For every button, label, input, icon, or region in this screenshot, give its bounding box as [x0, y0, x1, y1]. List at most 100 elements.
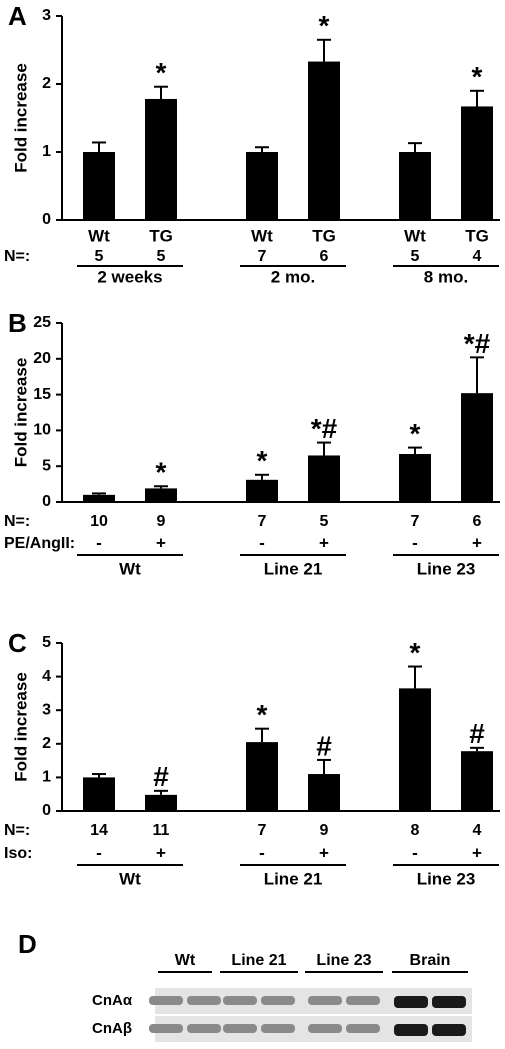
blot-band [187, 996, 221, 1005]
bar [246, 742, 278, 811]
lane-label: Line 23 [316, 952, 371, 969]
n-value: 9 [320, 822, 329, 839]
bar [399, 152, 431, 220]
significance-mark: * [319, 10, 330, 41]
x-tick-label: - [96, 843, 102, 862]
lane-label: Brain [410, 952, 451, 969]
group-label: 8 mo. [424, 267, 468, 286]
n-value: 7 [258, 513, 267, 530]
bar [308, 774, 340, 811]
significance-mark: * [156, 457, 167, 488]
group-label: Line 21 [264, 559, 323, 578]
n-value: 8 [411, 822, 420, 839]
n-value: 14 [90, 822, 108, 839]
n-value: 6 [473, 513, 482, 530]
significance-mark: * [410, 418, 421, 449]
blot-band [223, 1024, 257, 1033]
lane-label: Wt [175, 952, 196, 969]
x-tick-label: TG [149, 226, 173, 245]
blot-band [394, 996, 428, 1008]
group-label: 2 mo. [271, 267, 315, 286]
significance-mark: * [410, 637, 421, 668]
x-tick-label: Wt [88, 226, 110, 245]
y-axis-label: Fold increase [11, 672, 30, 782]
bar [246, 152, 278, 220]
significance-mark: *# [311, 413, 338, 444]
bar [461, 751, 493, 811]
bar [308, 455, 340, 502]
x-tick-label: - [412, 843, 418, 862]
blot-band [346, 996, 380, 1005]
x-tick-label: + [472, 843, 482, 862]
y-tick-label: 0 [42, 211, 51, 228]
x-tick-label: + [472, 533, 482, 552]
significance-mark: * [257, 699, 268, 730]
group-label: Wt [119, 559, 141, 578]
blot-band [187, 1024, 221, 1033]
x-tick-label: - [412, 533, 418, 552]
n-value: 9 [157, 513, 166, 530]
panel-letter: D [18, 929, 37, 959]
y-tick-label: 10 [33, 422, 51, 439]
blot-band [432, 996, 466, 1008]
x-tick-label: TG [465, 226, 489, 245]
blot-band [261, 996, 295, 1005]
bar [83, 152, 115, 220]
blot-band [346, 1024, 380, 1033]
group-label: Line 21 [264, 869, 323, 888]
n-label: N=: [4, 513, 30, 530]
group-label: Line 23 [417, 559, 476, 578]
n-label: N=: [4, 822, 30, 839]
bar [246, 479, 278, 502]
n-label: N=: [4, 248, 30, 265]
y-tick-label: 5 [42, 634, 51, 651]
n-value: 7 [411, 513, 420, 530]
x-tick-label: Wt [404, 226, 426, 245]
blot-band [261, 1024, 295, 1033]
y-tick-label: 1 [42, 769, 51, 786]
bar [461, 106, 493, 220]
significance-mark: * [257, 445, 268, 476]
significance-mark: # [316, 730, 332, 761]
panel-letter: C [8, 628, 27, 658]
bar [399, 688, 431, 811]
y-tick-label: 2 [42, 735, 51, 752]
blot-band [223, 996, 257, 1005]
bar [83, 494, 115, 502]
row-label: PE/AngII: [4, 535, 75, 552]
bar [83, 777, 115, 811]
bar [308, 61, 340, 221]
blot-band [308, 996, 342, 1005]
group-label: Line 23 [417, 869, 476, 888]
y-tick-label: 4 [42, 668, 51, 685]
n-value: 5 [157, 248, 166, 265]
y-tick-label: 0 [42, 802, 51, 819]
y-tick-label: 5 [42, 457, 51, 474]
bar [145, 98, 177, 220]
blot-band [149, 1024, 183, 1033]
row-label: CnAα [92, 992, 133, 1009]
bar [461, 393, 493, 502]
n-value: 4 [473, 822, 482, 839]
x-tick-label: + [156, 843, 166, 862]
n-value: 5 [95, 248, 104, 265]
blot-band [308, 1024, 342, 1033]
x-tick-label: Wt [251, 226, 273, 245]
blot-band [149, 996, 183, 1005]
x-tick-label: + [319, 533, 329, 552]
n-value: 5 [411, 248, 420, 265]
significance-mark: # [469, 718, 485, 749]
n-value: 7 [258, 248, 267, 265]
bar [399, 454, 431, 502]
y-axis-label: Fold increase [11, 358, 30, 468]
significance-mark: * [472, 61, 483, 92]
n-value: 7 [258, 822, 267, 839]
n-value: 10 [90, 513, 108, 530]
y-tick-label: 2 [42, 75, 51, 92]
n-value: 6 [320, 248, 329, 265]
y-tick-label: 0 [42, 493, 51, 510]
group-label: 2 weeks [97, 267, 162, 286]
panel-letter: B [8, 308, 27, 338]
blot-band [394, 1024, 428, 1036]
